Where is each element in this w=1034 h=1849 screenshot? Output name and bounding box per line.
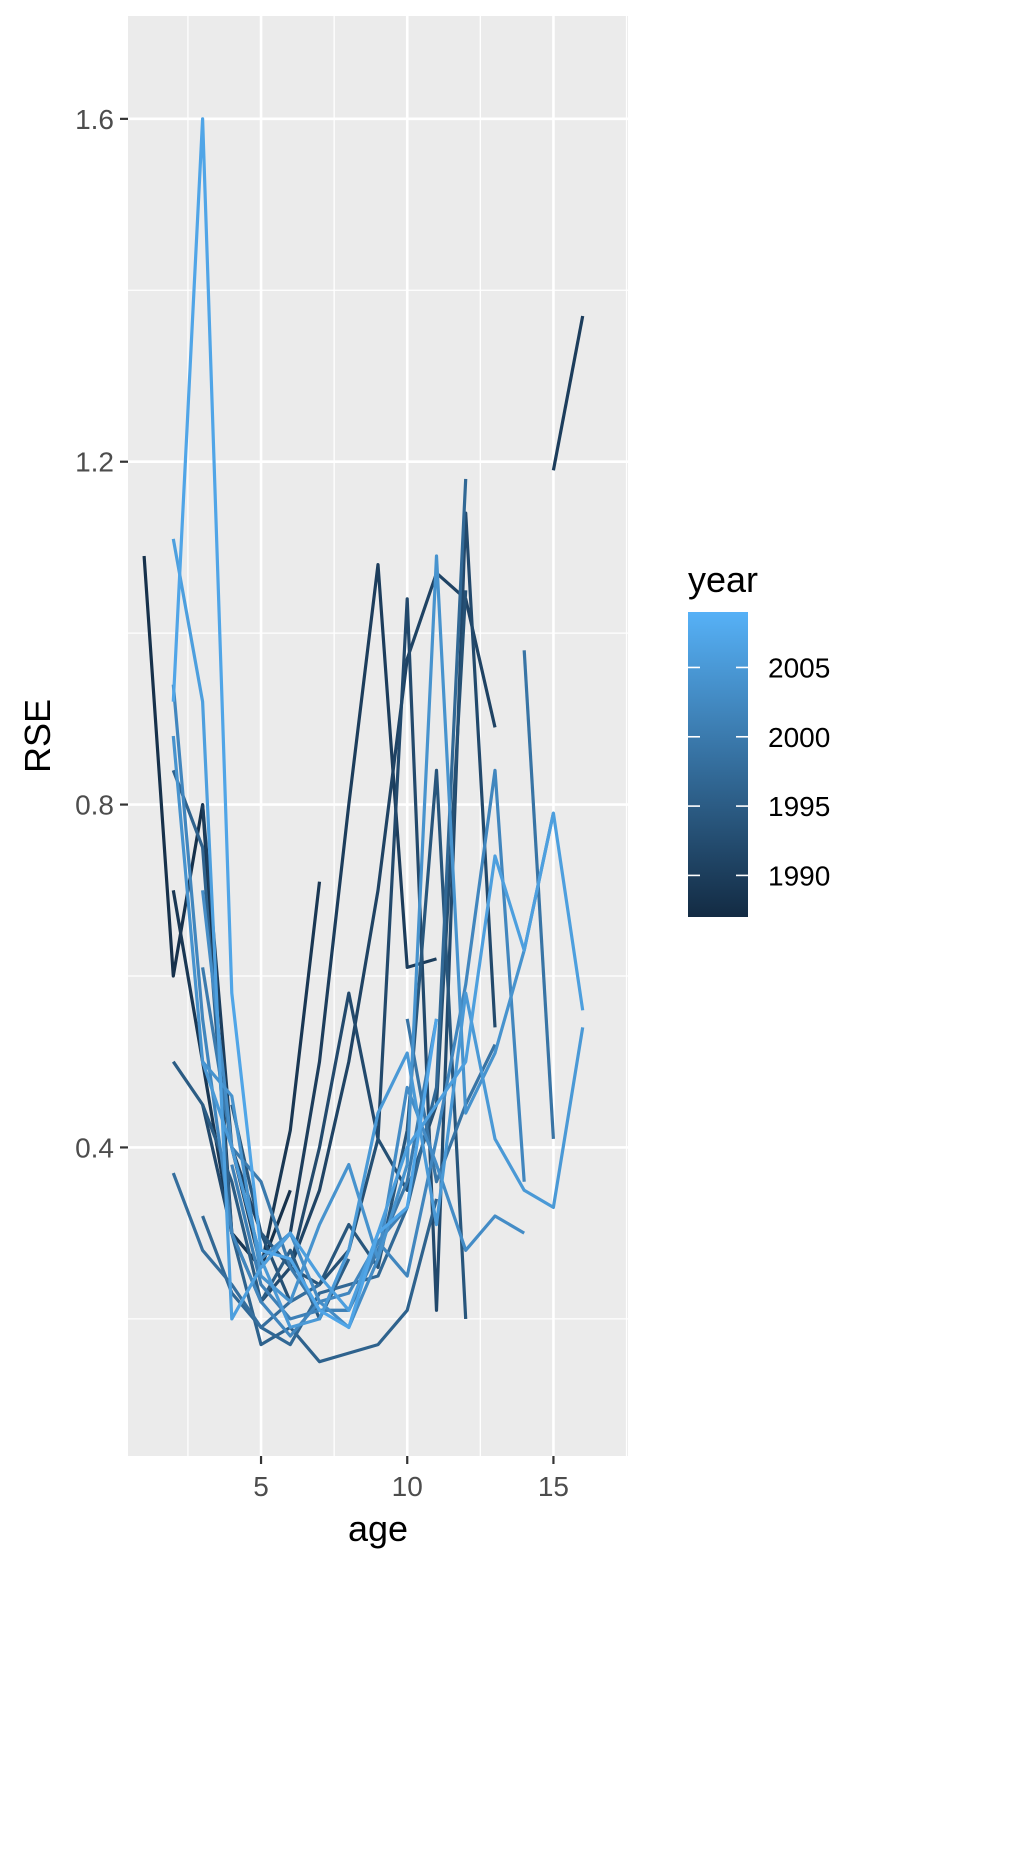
y-axis: 0.4 0.8 1.2 1.6 [75, 104, 128, 1163]
major-gridlines [128, 16, 628, 1456]
y-tick-label: 0.4 [75, 1132, 114, 1163]
legend-ticks: 2005 2000 1995 1990 [688, 652, 830, 891]
series-line-1990-3 [551, 315, 585, 471]
legend: year 2005 2000 1995 1990 [688, 559, 830, 917]
legend-label: 2005 [768, 652, 830, 683]
x-tick-label: 5 [253, 1471, 269, 1502]
legend-label: 1990 [768, 860, 830, 891]
legend-title: year [688, 559, 758, 600]
minor-gridlines [128, 16, 628, 1456]
plot-panel [128, 16, 628, 1456]
series-line-2002-16 [171, 684, 526, 1338]
x-axis-title: age [348, 1508, 408, 1549]
legend-colorbar [688, 612, 748, 917]
legend-label: 2000 [768, 722, 830, 753]
series-line-2004-18 [171, 554, 555, 1304]
legend-label: 1995 [768, 791, 830, 822]
y-axis-title: RSE [17, 699, 58, 773]
series-line-2007-21 [171, 117, 439, 1330]
series-line-1994-7 [230, 768, 468, 1319]
series-line-2005-19 [201, 991, 585, 1330]
y-tick-label: 1.2 [75, 447, 114, 478]
series-line-1989-1 [171, 881, 322, 1270]
y-tick-label: 1.6 [75, 104, 114, 135]
series-lines [142, 117, 585, 1364]
y-tick-label: 0.8 [75, 790, 114, 821]
x-axis: 5 10 15 [253, 1456, 569, 1502]
x-tick-label: 15 [538, 1471, 569, 1502]
x-tick-label: 10 [392, 1471, 423, 1502]
series-line-1999-13 [522, 650, 555, 1139]
series-line-1998-11 [171, 1172, 321, 1330]
